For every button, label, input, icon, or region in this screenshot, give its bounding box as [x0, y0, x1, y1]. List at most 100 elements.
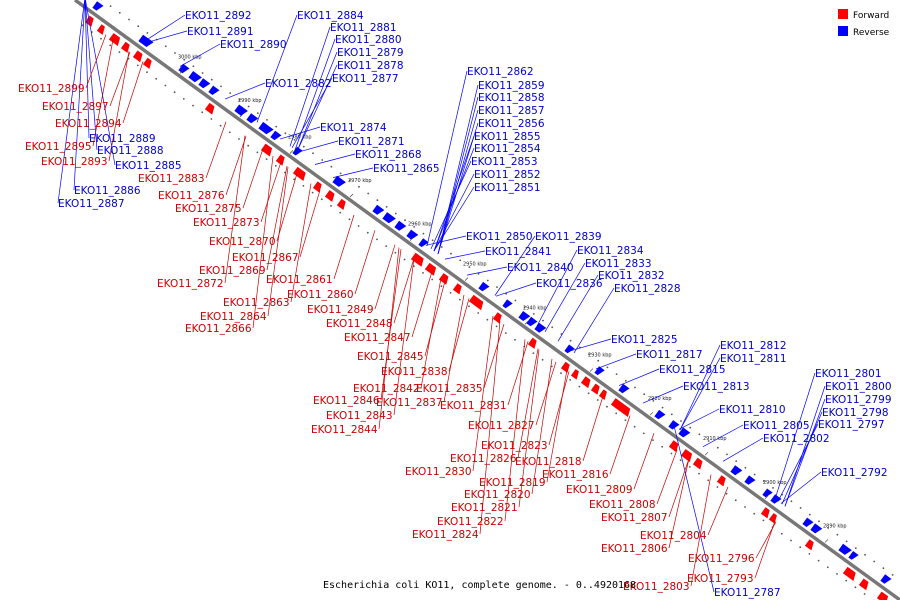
gene-leader-line [144, 14, 186, 42]
track-dot [174, 52, 176, 54]
gene-leader-line [289, 26, 331, 147]
gene-leader-line [707, 486, 729, 536]
track-dot [716, 446, 719, 449]
gene-label: EKO11_2872 [157, 278, 224, 290]
kbp-tick-label: 2950 kbp [463, 262, 487, 268]
kbp-tick-mark [289, 150, 294, 154]
gene-label: EKO11_2859 [478, 80, 545, 92]
gene-label: EKO11_2816 [542, 469, 609, 481]
track-dot [274, 164, 277, 167]
track-dot [247, 144, 250, 147]
gene-leader-line [784, 385, 826, 507]
track-dot [348, 179, 351, 182]
track-dot [330, 205, 332, 207]
track-dot [210, 118, 213, 120]
reverse-gene-block [208, 85, 220, 95]
gene-label: EKO11_2858 [478, 92, 545, 104]
track-dot [753, 473, 756, 476]
kbp-tick-label: 2900 kbp [763, 480, 787, 486]
track-dot [155, 77, 158, 80]
track-dot [293, 139, 296, 141]
gene-label: EKO11_2883 [138, 173, 205, 185]
gene-leader-line [618, 368, 660, 386]
track-dot [550, 365, 553, 368]
track-dot [587, 392, 590, 395]
forward-gene-block [312, 181, 322, 193]
track-dot [302, 145, 305, 148]
gene-leader-line [332, 167, 374, 178]
gene-leader-line [781, 411, 823, 505]
track-dot [753, 512, 756, 515]
track-dot [376, 238, 378, 241]
forward-gene-block [876, 591, 889, 600]
track-dot [284, 132, 287, 135]
reverse-gene-block [270, 130, 282, 141]
forward-gene-block [570, 369, 579, 380]
gene-label: EKO11_2887 [58, 198, 125, 210]
gene-label: EKO11_2824 [412, 529, 479, 541]
forward-gene-block [468, 294, 484, 311]
reverse-gene-block [178, 63, 190, 74]
gene-label: EKO11_2885 [115, 160, 182, 172]
gene-label: EKO11_2868 [355, 149, 422, 161]
kbp-tick-mark [704, 451, 709, 456]
gene-label: EKO11_2888 [97, 145, 164, 157]
legend-reverse-swatch [838, 26, 848, 36]
track-dot [670, 452, 673, 455]
gene-label: EKO11_2862 [467, 66, 534, 78]
gene-leader-line [433, 173, 475, 252]
forward-gene-block [120, 41, 130, 53]
gene-leader-line [224, 135, 246, 284]
forward-gene-block [692, 457, 703, 470]
track-dot [265, 158, 268, 161]
track-dot [827, 527, 830, 529]
track-dot [698, 472, 700, 475]
reverse-gene-block [258, 121, 274, 135]
gene-label: EKO11_2875 [175, 203, 242, 215]
kbp-tick-label: 2970 kbp [348, 178, 372, 184]
gene-label: EKO11_2787 [714, 587, 781, 599]
track-dot [109, 44, 112, 47]
gene-label: EKO11_2797 [818, 419, 885, 431]
gene-leader-line [531, 358, 553, 495]
gene-leader-line [679, 357, 721, 431]
forward-gene-block [590, 383, 600, 395]
gene-leader-line [267, 166, 289, 317]
track-dot [256, 151, 259, 154]
kbp-tick-label: 2940 kbp [523, 305, 547, 311]
gene-label: EKO11_2805 [743, 420, 810, 432]
gene-leader-line [425, 235, 467, 246]
kbp-tick-label: 2910 kbp [703, 436, 727, 442]
gene-label: EKO11_2847 [344, 332, 411, 344]
track-dot [238, 98, 241, 101]
track-dot [385, 206, 388, 208]
gene-leader-line [668, 458, 690, 518]
track-dot [201, 111, 204, 114]
track-dot [228, 131, 231, 134]
gene-leader-line [314, 153, 356, 165]
forward-gene-block [142, 57, 152, 69]
reverse-gene-block [654, 409, 666, 420]
gene-leader-line [570, 338, 612, 352]
track-dot [118, 11, 121, 14]
reverse-gene-block [880, 574, 892, 584]
gene-label: EKO11_2863 [223, 297, 290, 309]
reverse-gene-block [138, 34, 154, 47]
gene-label: EKO11_2828 [614, 283, 681, 295]
gene-label: EKO11_2893 [41, 156, 108, 168]
track-dot [836, 573, 838, 575]
track-dot [403, 258, 406, 261]
gene-label: EKO11_2834 [577, 245, 644, 257]
reverse-gene-block [564, 344, 575, 354]
gene-leader-line [517, 348, 539, 459]
track-dot [688, 466, 691, 468]
map-caption: Escherichia coli KO11, complete genome. … [323, 580, 636, 591]
track-dot [468, 266, 471, 268]
track-dot [634, 386, 636, 389]
gene-label: EKO11_2825 [611, 334, 678, 346]
forward-gene-block [527, 337, 537, 349]
gene-leader-line [754, 520, 776, 579]
gene-label: EKO11_2845 [357, 351, 424, 363]
kbp-tick-mark [409, 237, 414, 241]
track-dot [486, 318, 489, 321]
